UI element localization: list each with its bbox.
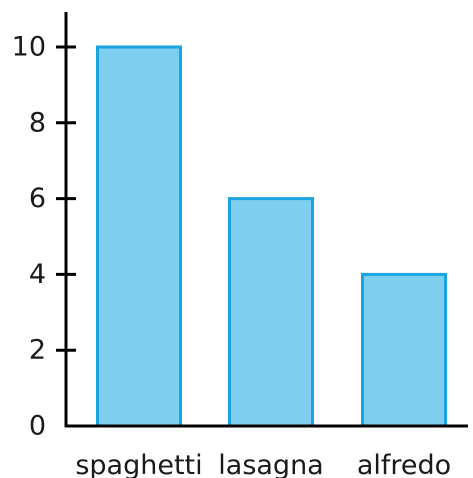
bars-group [96, 45, 447, 428]
y-tick-label-4: 4 [29, 259, 46, 290]
y-tick-label-6: 6 [29, 183, 46, 214]
y-tick-label-2: 2 [29, 335, 46, 366]
x-tick-label-alfredo: alfredo [357, 450, 451, 478]
x-axis-labels: spaghetti lasagna alfredo [75, 450, 451, 478]
bar-spaghetti [96, 45, 182, 428]
y-tick-label-8: 8 [29, 107, 46, 138]
bar-alfredo [361, 272, 447, 428]
y-tick-label-10: 10 [12, 32, 46, 63]
x-tick-label-spaghetti: spaghetti [75, 450, 202, 478]
y-tick-label-0: 0 [29, 411, 46, 442]
bar-lasagna [228, 197, 314, 428]
x-tick-label-lasagna: lasagna [218, 450, 323, 478]
